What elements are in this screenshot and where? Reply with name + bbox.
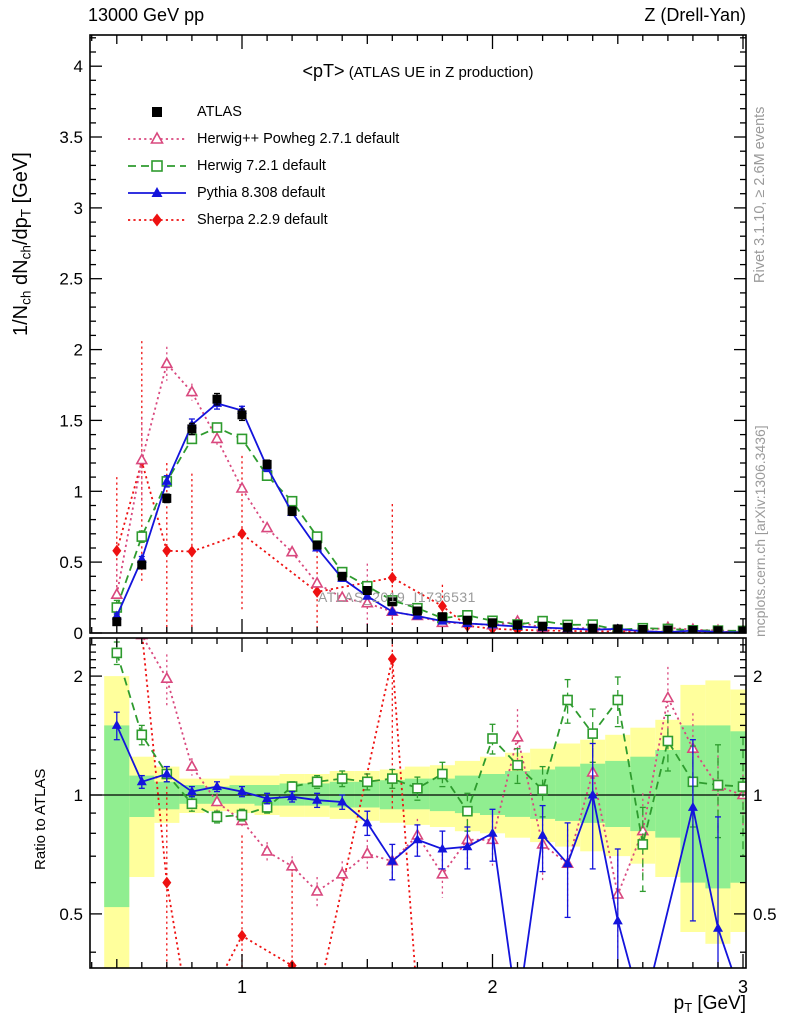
Herwig 7.2.1 default-legend-glyph	[128, 159, 186, 172]
process-title: Z (Drell-Yan)	[644, 5, 746, 25]
svg-text:0.5: 0.5	[753, 905, 777, 924]
pythia-marker-icon	[126, 185, 188, 201]
uncertainty-bands	[104, 676, 746, 968]
legend-item-sherpa: Sherpa 2.2.9 default	[126, 206, 399, 233]
svg-text:1: 1	[753, 786, 762, 805]
y-axis-title-ratio: Ratio to ATLAS	[32, 768, 49, 870]
watermark: ATLAS_2019_I1736531	[318, 589, 476, 605]
svg-text:0.5: 0.5	[59, 905, 83, 924]
main-panel-series	[110, 341, 746, 633]
legend-item-herwig7: Herwig 7.2.1 default	[126, 152, 399, 179]
svg-text:0: 0	[74, 624, 83, 643]
svg-text:1: 1	[74, 482, 83, 501]
herwigpp-marker-icon	[126, 130, 188, 147]
series-pythia	[111, 711, 733, 968]
legend-item-pythia: Pythia 8.308 default	[126, 179, 399, 206]
rivet-version-note: Rivet 3.1.10, ≥ 2.6M events	[752, 106, 768, 283]
series-herwig7	[111, 641, 746, 893]
herwig7-marker-icon	[126, 158, 188, 174]
svg-text:2: 2	[487, 977, 497, 997]
plot-title: <pT> (ATLAS UE in Z production)	[90, 61, 746, 82]
svg-text:2.5: 2.5	[59, 270, 83, 289]
axis-ticks	[90, 35, 746, 968]
ratio-panel-series	[111, 638, 746, 968]
axis-tick-labels: 0 0.5 1 1.5 2 2.5 3 3.5 4 0.5 0.5 1 1 2 2 1 2 3	[59, 57, 776, 997]
x-axis-title: pT [GeV]	[673, 993, 746, 1016]
atlas-marker-icon	[126, 104, 188, 120]
svg-text:3: 3	[738, 977, 748, 997]
Herwig++ Powheg 2.7.1 default-legend-glyph	[128, 130, 186, 144]
legend-label: Herwig++ Powheg 2.7.1 default	[197, 130, 400, 147]
sherpa-marker-icon	[126, 212, 188, 228]
beam-energy-title: 13000 GeV pp	[88, 5, 205, 25]
svg-text:3.5: 3.5	[59, 128, 83, 147]
legend-label: Sherpa 2.2.9 default	[197, 211, 328, 228]
svg-text:1: 1	[74, 786, 83, 805]
y-axis-title-main: 1/Nch dNch/dpT [GeV]	[10, 152, 34, 336]
series-sherpa	[141, 638, 416, 968]
svg-text:0.5: 0.5	[59, 553, 83, 572]
legend: ATLAS Herwig++ Powheg 2.7.1 default Herw…	[126, 98, 399, 233]
svg-text:2: 2	[74, 667, 83, 686]
svg-text:2: 2	[74, 341, 83, 360]
Pythia 8.308 default-legend-glyph	[128, 186, 186, 197]
ATLAS-legend-glyph	[152, 106, 162, 117]
legend-label: Pythia 8.308 default	[197, 184, 326, 201]
svg-text:4: 4	[74, 57, 83, 76]
svg-text:1.5: 1.5	[59, 411, 83, 430]
mcplots-reference-note: mcplots.cern.ch [arXiv:1306.3436]	[752, 425, 768, 637]
legend-label: ATLAS	[197, 103, 242, 120]
svg-text:1: 1	[237, 977, 247, 997]
legend-item-atlas: ATLAS	[126, 98, 399, 125]
legend-item-herwigpp: Herwig++ Powheg 2.7.1 default	[126, 125, 399, 152]
Sherpa 2.2.9 default-legend-glyph	[128, 213, 186, 226]
analysis-name: (ATLAS UE in Z production)	[344, 64, 534, 81]
observable-name: <pT>	[302, 61, 345, 81]
svg-text:3: 3	[74, 199, 83, 218]
legend-label: Herwig 7.2.1 default	[197, 157, 326, 174]
svg-text:2: 2	[753, 667, 762, 686]
